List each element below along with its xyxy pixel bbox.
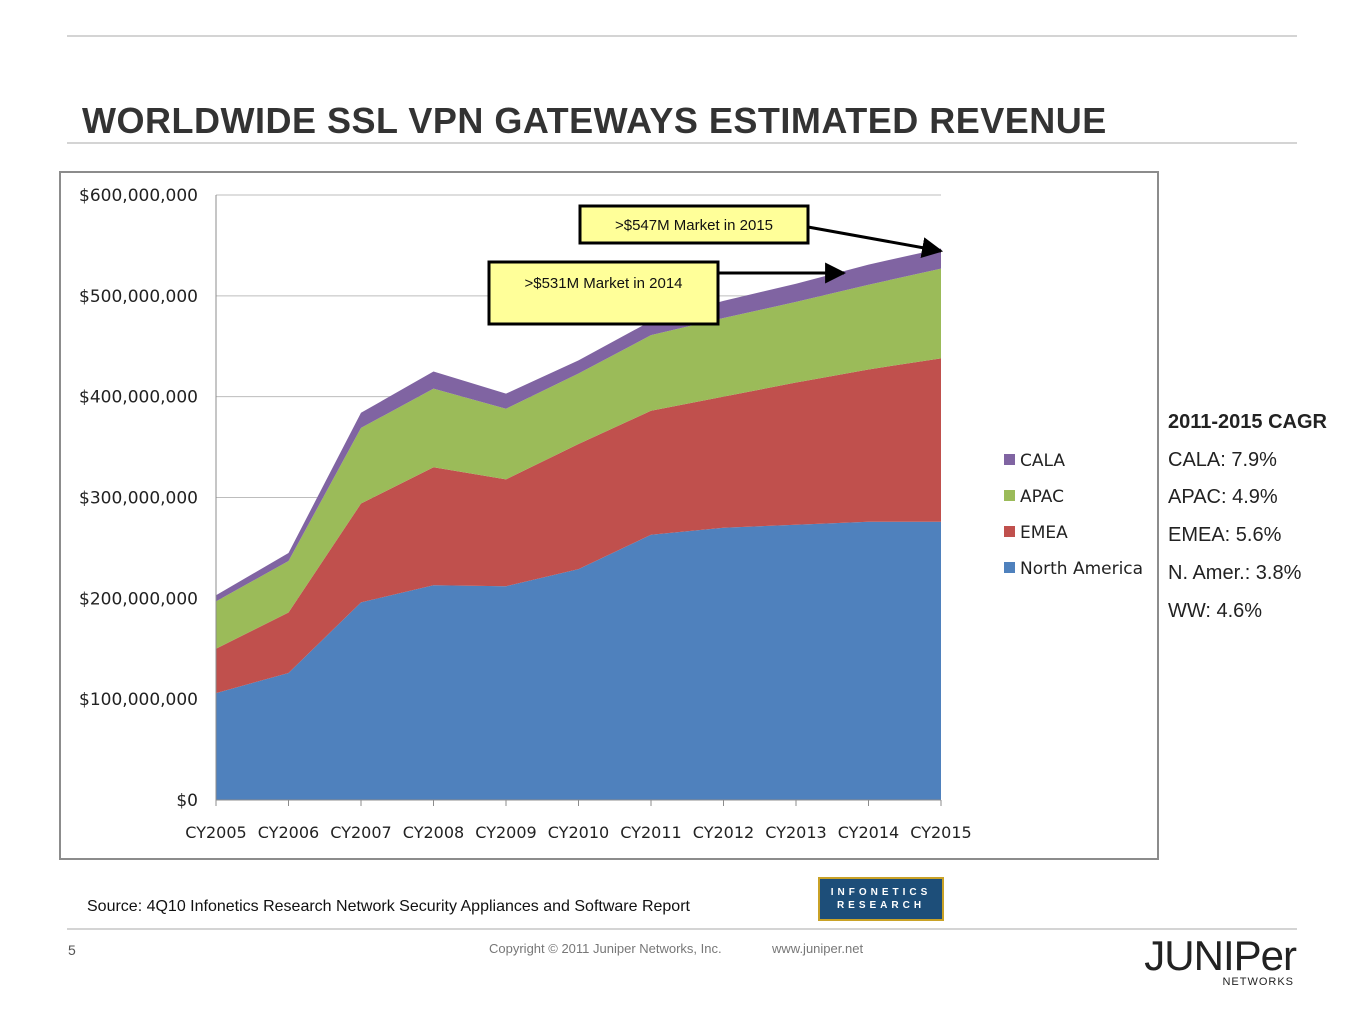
x-tick-label: CY2009 — [475, 823, 536, 842]
y-tick-label: $200,000,000 — [79, 589, 198, 609]
x-tick-label: CY2006 — [258, 823, 319, 842]
page-number: 5 — [68, 942, 76, 958]
legend-label: APAC — [1020, 487, 1064, 507]
legend-label: CALA — [1020, 451, 1065, 471]
title-rule — [67, 142, 1297, 144]
cagr-item-ww: WW: 4.6% — [1168, 600, 1263, 622]
legend-swatch — [1004, 490, 1015, 501]
y-tick-label: $300,000,000 — [79, 489, 198, 509]
legend-swatch — [1004, 526, 1015, 537]
legend-swatch — [1004, 454, 1015, 465]
legend-swatch — [1004, 562, 1015, 573]
infonetics-logo-line2: RESEARCH — [836, 900, 926, 911]
slide-title: WORLDWIDE SSL VPN GATEWAYS ESTIMATED REV… — [82, 100, 1107, 141]
x-tick-label: CY2015 — [910, 823, 971, 842]
x-tick-label: CY2014 — [838, 823, 899, 842]
y-tick-label: $400,000,000 — [79, 388, 198, 408]
chart-frame: $0 $100,000,000 $200,000,000 $300,000,000 $4… — [59, 171, 1159, 860]
x-tick-label: CY2007 — [330, 823, 391, 842]
area-cala — [216, 248, 941, 602]
footer-copyright: Copyright © 2011 Juniper Networks, Inc. — [489, 941, 722, 956]
x-tick-label: CY2005 — [185, 823, 246, 842]
x-tick-label: CY2011 — [620, 823, 681, 842]
footer-rule — [67, 928, 1297, 930]
legend-label: EMEA — [1020, 523, 1068, 543]
infonetics-logo-line1: INFONETICS — [830, 887, 932, 898]
stacked-area-chart: $0 $100,000,000 $200,000,000 $300,000,000 $4… — [79, 186, 1143, 842]
footer-url: www.juniper.net — [772, 941, 864, 956]
cagr-title: 2011-2015 CAGR — [1168, 411, 1327, 433]
x-tick-label: CY2008 — [403, 823, 464, 842]
x-tick-label: CY2013 — [765, 823, 826, 842]
cagr-item-cala: CALA: 7.9% — [1168, 449, 1277, 471]
cagr-item-north-america: N. Amer.: 3.8% — [1168, 562, 1302, 584]
cagr-item-apac: APAC: 4.9% — [1168, 486, 1278, 508]
juniper-logo-sub: NETWORKS — [1222, 976, 1294, 988]
annotation-box — [487, 260, 720, 326]
x-tick-label: CY2010 — [548, 823, 609, 842]
annotation-label: >$531M Market in 2014 — [524, 275, 682, 292]
top-rule — [67, 35, 1297, 37]
y-tick-label: $600,000,000 — [79, 186, 198, 206]
juniper-logo-word: JUNIPer — [1144, 932, 1297, 979]
area-emea — [216, 358, 941, 694]
juniper-networks-logo: JUNIPer NETWORKS — [1128, 932, 1298, 990]
legend-label: North America — [1020, 559, 1143, 579]
x-tick-label: CY2012 — [693, 823, 754, 842]
source-note: Source: 4Q10 Infonetics Research Network… — [87, 898, 690, 915]
annotation-label: >$547M Market in 2015 — [615, 217, 773, 234]
y-tick-label: $0 — [176, 791, 198, 811]
cagr-item-emea: EMEA: 5.6% — [1168, 524, 1282, 546]
infonetics-logo: INFONETICS RESEARCH — [818, 877, 944, 921]
y-tick-label: $500,000,000 — [79, 287, 198, 307]
area-north-america — [216, 521, 941, 800]
area-apac — [216, 268, 941, 649]
annotation-arrow — [807, 225, 944, 258]
y-tick-label: $100,000,000 — [79, 690, 198, 710]
annotation-box — [578, 204, 810, 245]
